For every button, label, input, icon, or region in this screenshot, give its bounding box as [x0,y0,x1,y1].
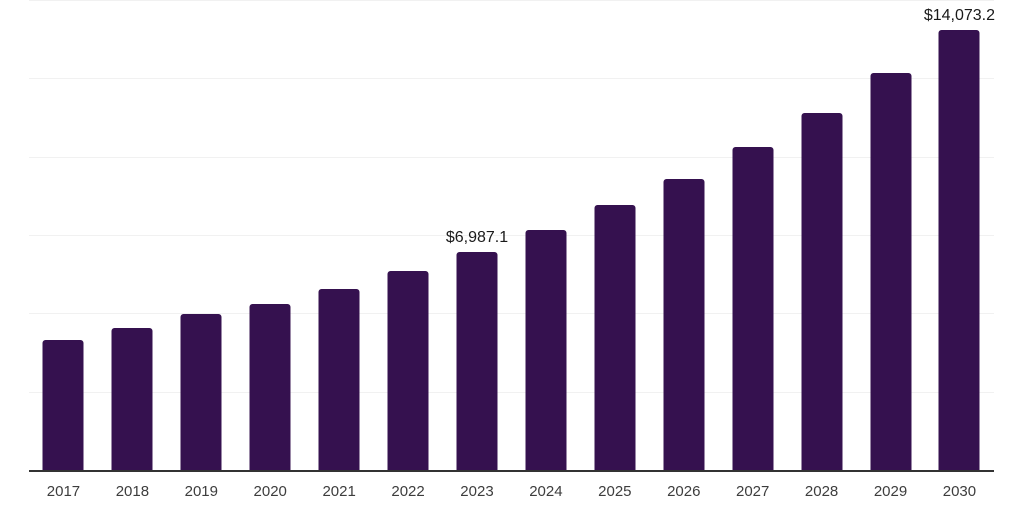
x-tick-2027: 2027 [735,483,770,500]
bar-slot-2029 [856,1,925,471]
bar-slot-2030: $14,073.2 [923,1,996,471]
x-tick-2019: 2019 [184,483,218,500]
x-axis-labels: 2017 2018 2019 2020 2021 2022 2023 2024 2025 2026… [29,471,994,500]
bar-slot-2021 [305,1,374,471]
bar-2022 [387,270,429,471]
bar-slot-2023: $6,987.1 [443,1,512,471]
bar-2019 [180,313,222,471]
x-tick-2020: 2020 [253,483,287,500]
gridline-2500 [29,391,994,393]
bar-slot-2020 [236,1,305,471]
x-axis-line [29,470,994,472]
bar-2020 [249,303,291,471]
x-tick-2025: 2025 [598,483,632,500]
bar-slot-2024 [511,1,580,471]
x-tick-2018: 2018 [115,483,150,500]
bar-slot-2025 [580,1,649,471]
gridline-12500 [29,78,994,80]
bar-2026 [663,178,705,471]
bar-2029 [870,72,912,471]
x-tick-2024: 2024 [529,483,563,500]
bar-slot-2017 [29,1,98,471]
bar-2028 [801,113,843,471]
x-tick-2022: 2022 [391,483,425,500]
bar-slot-2019 [167,1,236,471]
bar-2023 [456,252,498,471]
plot-area: $6,987.1 $14,073.2 [29,0,996,472]
bar-2027 [732,147,774,471]
data-label-2023: $6,987.1 [445,229,509,247]
bar-2021 [318,289,360,471]
gridline-5000 [29,313,994,315]
bar-slot-2026 [649,1,718,471]
gridline-10000 [29,156,994,158]
x-tick-2026: 2026 [667,483,701,500]
bar-2024 [525,229,567,471]
bar-2018 [111,328,153,471]
bar-2017 [42,340,84,471]
bar-2025 [594,204,636,471]
gridline-7500 [29,235,994,236]
gridline-15000 [29,0,994,1]
bar-slot-2028 [787,1,856,471]
bars: $6,987.1 $14,073.2 [29,1,996,471]
x-tick-2017: 2017 [46,483,81,500]
bar-slot-2022 [374,1,443,471]
x-tick-2030: 2030 [942,483,977,500]
data-label-2030: $14,073.2 [923,7,996,25]
x-tick-2021: 2021 [322,483,356,500]
x-tick-2029: 2029 [873,483,908,500]
bar-2030 [938,30,980,471]
bar-slot-2018 [98,1,167,471]
x-tick-2028: 2028 [804,483,839,500]
bar-slot-2027 [718,1,787,471]
x-tick-2023: 2023 [460,483,494,500]
